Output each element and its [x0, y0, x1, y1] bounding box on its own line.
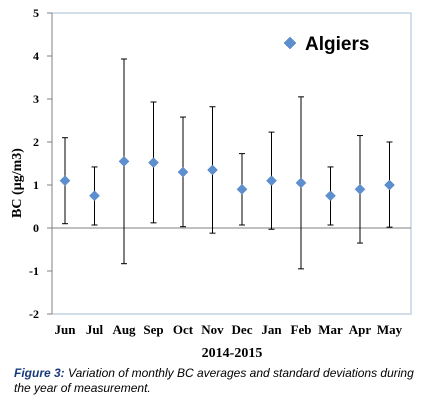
x-tick-label: Feb — [291, 322, 312, 337]
data-point — [59, 175, 71, 187]
x-tick-label: Sep — [143, 322, 163, 337]
data-point — [236, 183, 248, 195]
data-point — [295, 177, 307, 189]
data-point — [148, 157, 159, 168]
figure-caption: Figure 3: Variation of monthly BC averag… — [14, 366, 414, 396]
data-point — [89, 190, 100, 202]
caption-label: Figure 3: — [14, 366, 65, 380]
x-tick-label: Mar — [318, 322, 343, 337]
x-tick-label: Oct — [173, 322, 194, 337]
x-tick-label: Nov — [201, 322, 224, 337]
y-tick-label: 0 — [33, 221, 39, 235]
data-point — [325, 190, 336, 202]
caption-text: Variation of monthly BC averages and sta… — [14, 366, 414, 395]
y-tick-label: 3 — [33, 92, 39, 106]
y-tick-label: 2 — [33, 135, 39, 149]
data-points — [59, 155, 395, 202]
y-tick-label: -2 — [29, 307, 39, 321]
x-tick-label: Jun — [55, 322, 77, 337]
y-axis-title: BC (µg/m3) — [10, 148, 25, 218]
data-point — [266, 175, 277, 187]
x-tick-label: May — [377, 322, 403, 337]
x-tick-label: Apr — [349, 322, 372, 337]
x-tick-label: Dec — [232, 322, 253, 337]
data-point — [354, 183, 366, 195]
data-point — [207, 164, 218, 176]
x-axis-title: 2014-2015 — [202, 346, 263, 360]
plot-area — [51, 12, 412, 315]
x-tick-label: Jul — [86, 322, 104, 337]
legend-label: Algiers — [305, 34, 369, 55]
legend: Algiers — [283, 34, 369, 55]
x-tick-label: Aug — [112, 322, 136, 337]
y-ticks: -2 -1 0 1 2 3 4 5 — [29, 6, 52, 321]
y-tick-label: 4 — [33, 49, 39, 63]
y-tick-label: -1 — [29, 264, 39, 278]
chart: -2 -1 0 1 2 3 4 5 Jun Jul Aug Sep Oct Nov Dec Jan Feb Ma… — [10, 6, 412, 360]
x-tick-labels: Jun Jul Aug Sep Oct Nov Dec Jan Feb Mar Apr May — [55, 322, 403, 337]
legend-marker — [283, 36, 297, 50]
data-point — [118, 155, 130, 167]
y-tick-label: 1 — [33, 178, 39, 192]
data-point — [177, 166, 189, 178]
x-tick-label: Jan — [261, 322, 282, 337]
data-point — [384, 179, 395, 191]
y-tick-label: 5 — [33, 6, 39, 20]
